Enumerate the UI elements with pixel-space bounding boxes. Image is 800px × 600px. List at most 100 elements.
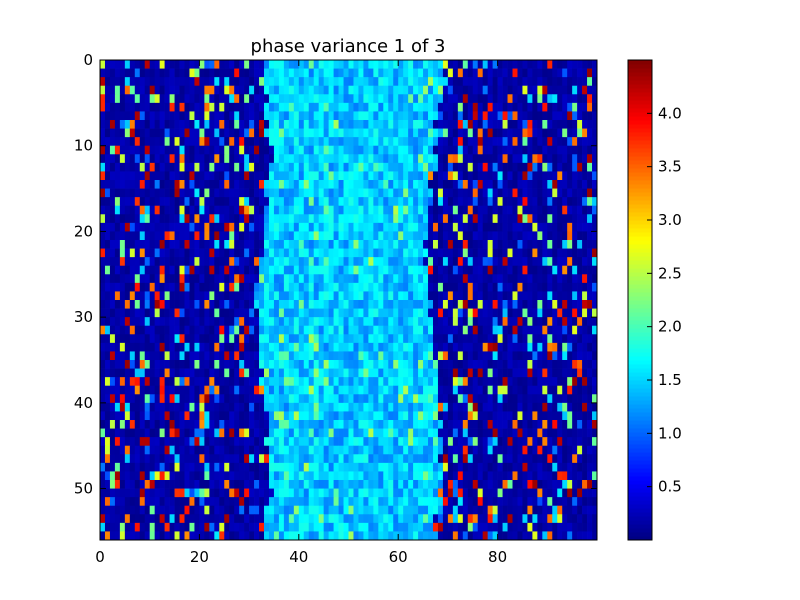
heatmap-cell: [447, 325, 454, 335]
heatmap-cell: [442, 222, 449, 232]
heatmap-cell: [432, 154, 439, 164]
heatmap-cell: [552, 480, 558, 489]
heatmap-cell: [492, 77, 498, 87]
heatmap-cell: [562, 137, 568, 147]
heatmap-cell: [268, 137, 275, 147]
heatmap-cell: [467, 411, 474, 421]
heatmap-cell: [353, 265, 359, 275]
heatmap-cell: [437, 128, 444, 138]
heatmap-cell: [517, 411, 523, 421]
heatmap-cell: [418, 154, 424, 164]
heatmap-cell: [264, 368, 270, 378]
heatmap-cell: [268, 197, 275, 207]
heatmap-cell: [179, 154, 185, 164]
heatmap-cell: [154, 394, 160, 404]
heatmap-cell: [482, 471, 489, 481]
heatmap-cell: [542, 334, 548, 344]
heatmap-cell: [154, 445, 160, 455]
heatmap-cell: [348, 137, 354, 147]
heatmap-cell: [462, 162, 469, 172]
heatmap-cell: [477, 60, 484, 69]
heatmap-cell: [333, 205, 339, 215]
heatmap-cell: [517, 240, 523, 249]
heatmap-cell: [323, 162, 329, 172]
heatmap-cell: [572, 111, 578, 121]
heatmap-cell: [348, 402, 354, 412]
heatmap-cell: [179, 265, 185, 275]
heatmap-cell: [567, 377, 573, 387]
heatmap-cell: [343, 402, 349, 412]
heatmap-cell: [174, 342, 180, 352]
heatmap-cell: [363, 351, 369, 361]
heatmap-cell: [273, 282, 280, 292]
heatmap-cell: [363, 428, 369, 438]
heatmap-cell: [552, 197, 558, 207]
heatmap-cell: [214, 257, 220, 267]
heatmap-cell: [587, 300, 593, 309]
heatmap-cell: [542, 162, 548, 172]
heatmap-cell: [169, 180, 175, 189]
heatmap-cell: [418, 334, 424, 344]
heatmap-cell: [194, 60, 200, 69]
heatmap-cell: [348, 162, 354, 172]
heatmap-cell: [363, 437, 369, 447]
heatmap-cell: [318, 128, 324, 138]
heatmap-cell: [100, 180, 106, 189]
heatmap-cell: [283, 454, 290, 464]
heatmap-cell: [164, 300, 170, 309]
heatmap-cell: [239, 85, 245, 95]
heatmap-cell: [204, 394, 210, 404]
heatmap-cell: [259, 360, 265, 369]
heatmap-cell: [199, 360, 205, 369]
heatmap-cell: [278, 180, 285, 189]
heatmap-cell: [373, 317, 379, 327]
heatmap-cell: [169, 402, 175, 412]
heatmap-cell: [567, 394, 573, 404]
heatmap-cell: [124, 351, 131, 361]
heatmap-cell: [413, 102, 419, 112]
heatmap-cell: [328, 248, 334, 258]
heatmap-cell: [547, 291, 553, 301]
heatmap-cell: [273, 265, 280, 275]
heatmap-cell: [582, 454, 588, 464]
heatmap-cell: [144, 480, 151, 489]
heatmap-cell: [432, 334, 439, 344]
heatmap-cell: [134, 205, 141, 215]
heatmap-cell: [109, 102, 116, 112]
heatmap-cell: [204, 317, 210, 327]
heatmap-cell: [393, 291, 399, 301]
heatmap-cell: [179, 308, 185, 318]
heatmap-cell: [393, 222, 399, 232]
heatmap-cell: [104, 385, 111, 395]
heatmap-cell: [542, 274, 548, 284]
heatmap-cell: [313, 128, 320, 138]
heatmap-cell: [338, 111, 344, 121]
heatmap-cell: [348, 154, 354, 164]
heatmap-cell: [432, 342, 439, 352]
heatmap-cell: [224, 265, 230, 275]
heatmap-cell: [298, 420, 305, 429]
heatmap-cell: [447, 162, 454, 172]
heatmap-cell: [278, 454, 285, 464]
heatmap-cell: [348, 385, 354, 395]
heatmap-cell: [437, 265, 444, 275]
heatmap-cell: [219, 68, 225, 78]
heatmap-cell: [229, 188, 235, 198]
heatmap-cell: [462, 214, 469, 224]
heatmap-cell: [114, 145, 121, 155]
heatmap-cell: [259, 368, 265, 378]
heatmap-cell: [159, 471, 165, 481]
heatmap-cell: [587, 171, 593, 181]
heatmap-cell: [413, 445, 419, 455]
heatmap-cell: [194, 274, 200, 284]
heatmap-cell: [497, 197, 503, 207]
heatmap-cell: [537, 214, 543, 224]
heatmap-cell: [159, 111, 165, 121]
heatmap-cell: [492, 300, 498, 309]
heatmap-cell: [592, 145, 598, 155]
heatmap-cell: [328, 120, 334, 129]
heatmap-cell: [353, 60, 359, 69]
heatmap-cell: [189, 317, 195, 327]
heatmap-cell: [592, 162, 598, 172]
heatmap-cell: [447, 231, 454, 241]
